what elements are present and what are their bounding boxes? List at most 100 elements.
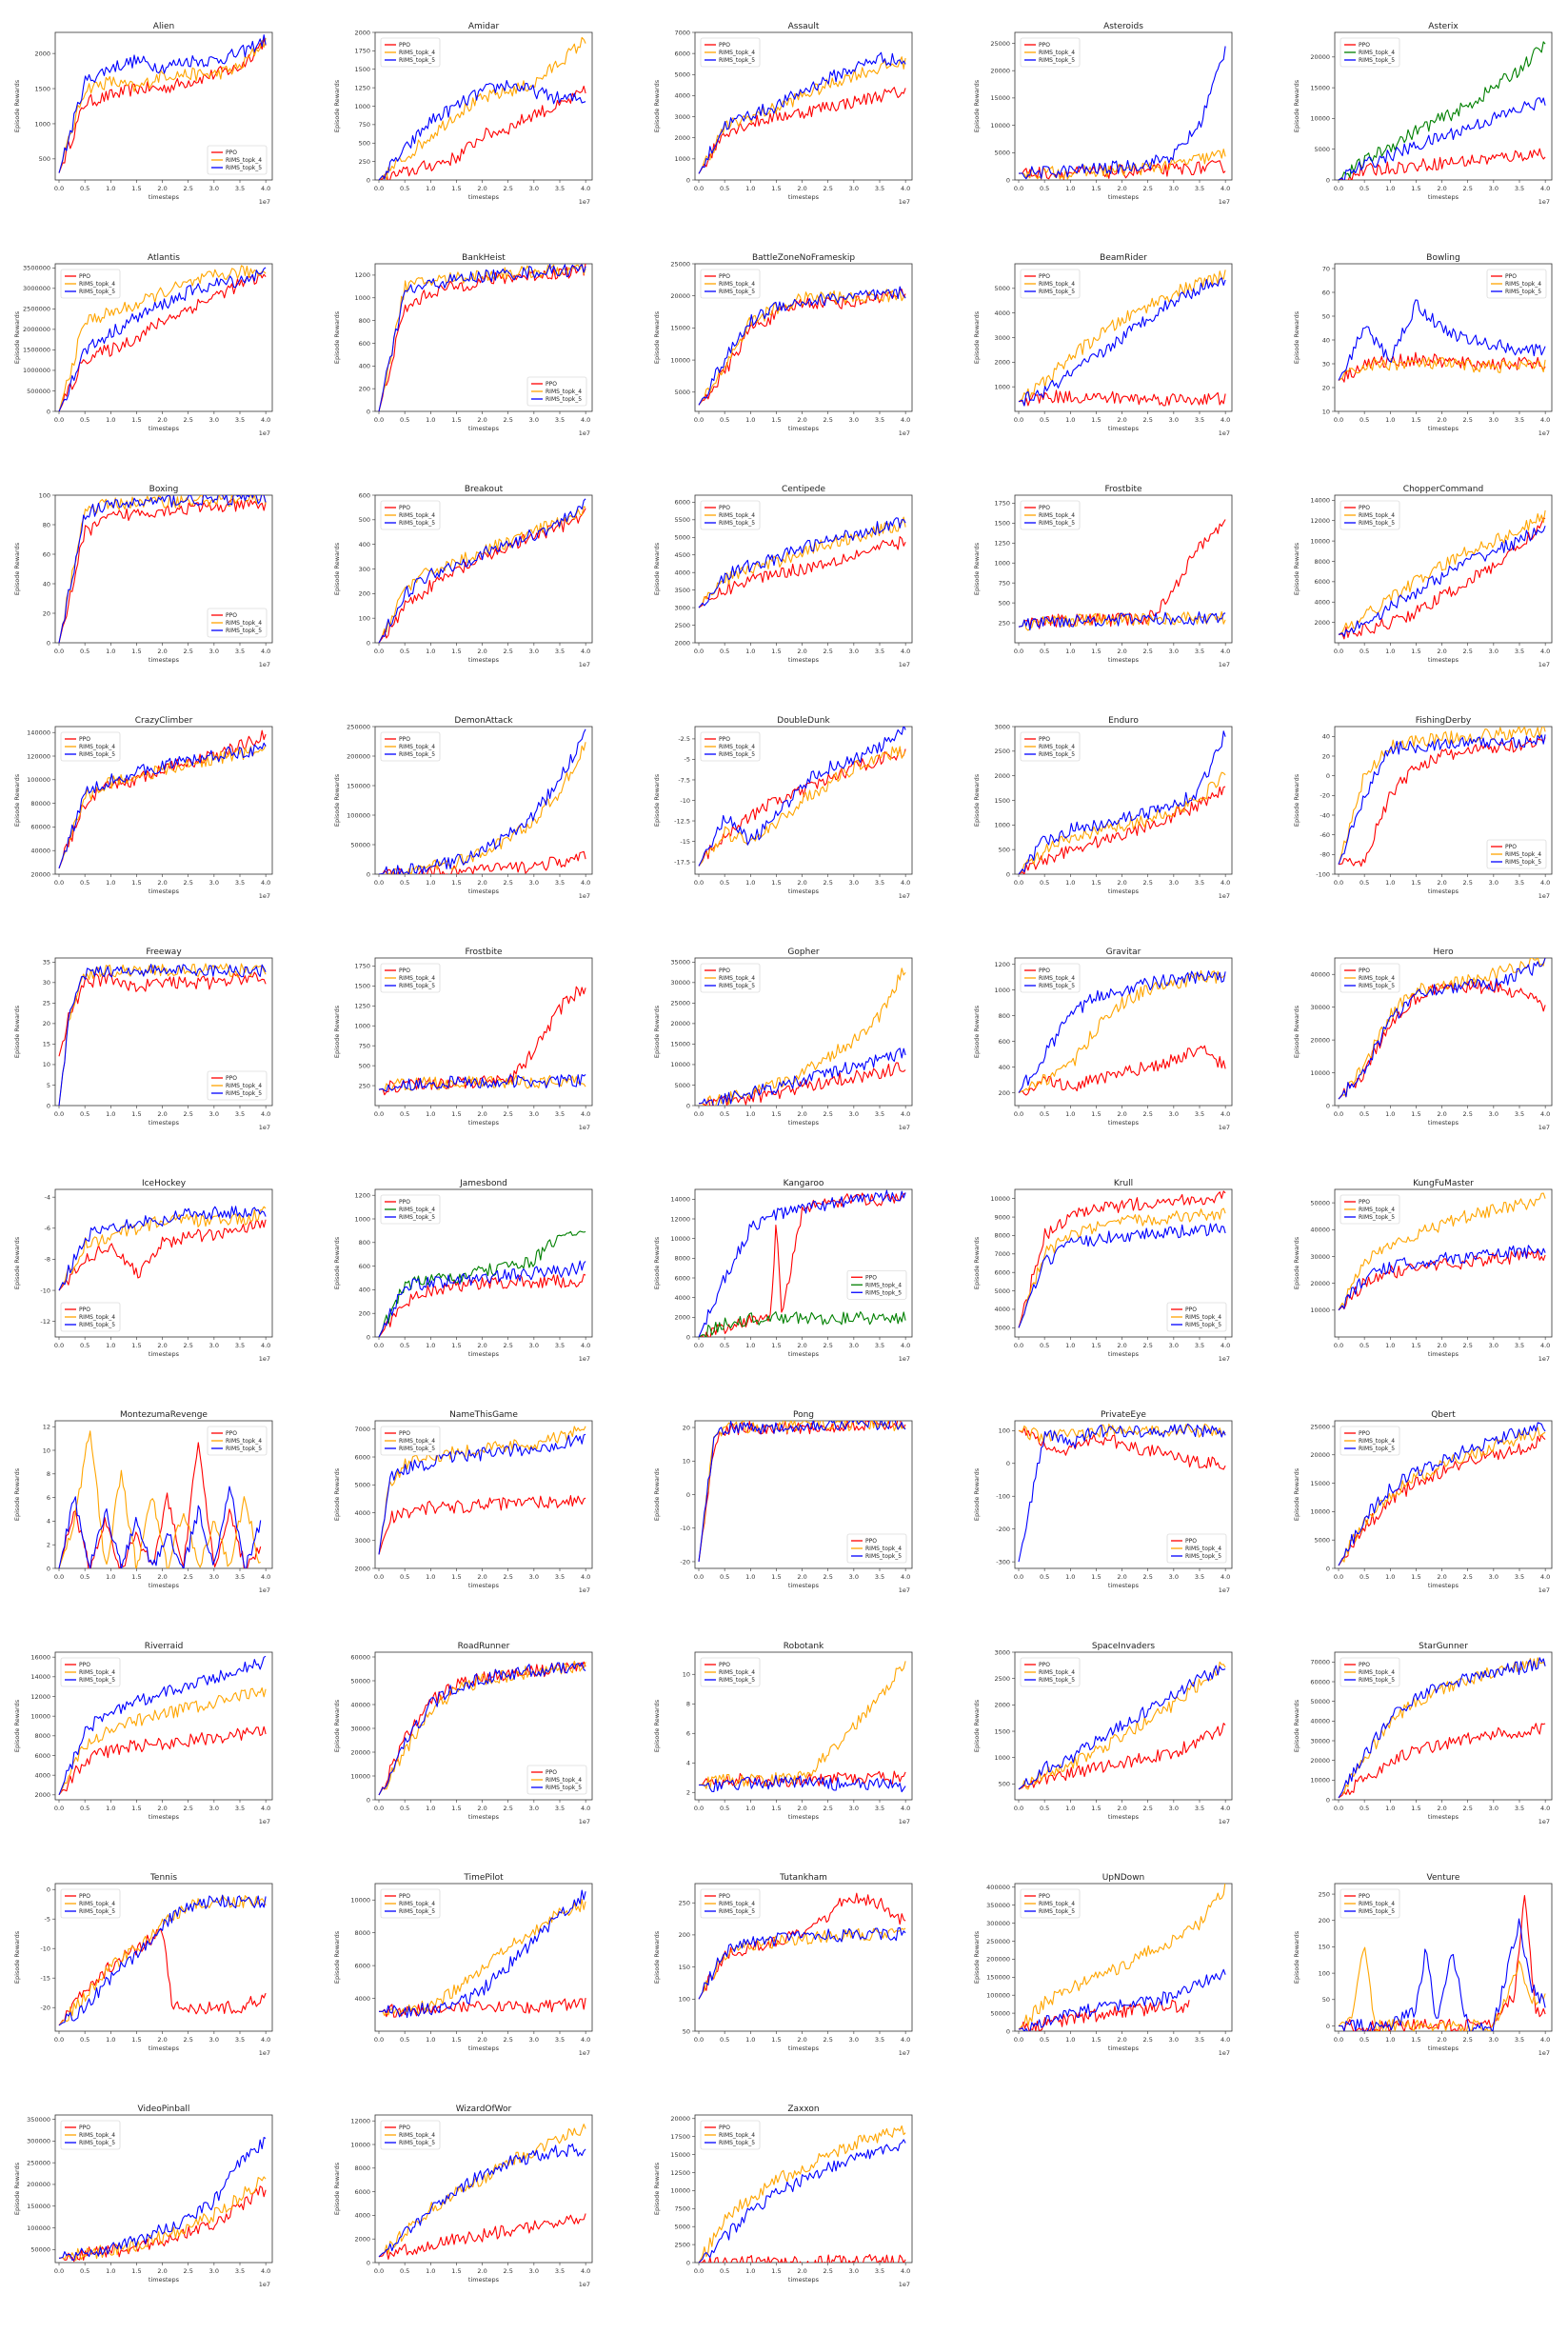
series-line-ppo: [1338, 737, 1546, 868]
y-axis-label: Episode Rewards: [653, 1236, 661, 1289]
x-tick-label: 4.0: [581, 1342, 590, 1349]
plot-frame: [1334, 957, 1553, 1107]
x-tick-label: 2.5: [824, 648, 833, 655]
chart-title: Amidar: [468, 22, 500, 31]
series-line-rims-topk-4: [378, 506, 586, 643]
x-tick-label: 1.5: [451, 879, 461, 887]
x-tick-label: 0.5: [1040, 1573, 1049, 1581]
x-tick-label: 2.0: [157, 416, 167, 424]
x-tick-label: 0.5: [80, 879, 89, 887]
plot-frame: [54, 494, 273, 644]
plot-frame: [1334, 1188, 1553, 1338]
x-scale-label: 1e7: [579, 892, 590, 900]
y-tick-label: 6: [686, 1730, 690, 1738]
x-tick-label: 2.5: [1463, 2036, 1473, 2044]
series-line-rims-topk-5: [698, 2139, 906, 2263]
x-tick-label: 1.0: [106, 416, 115, 424]
y-tick-label: 100000: [986, 1991, 1010, 1999]
y-tick-label: 60000: [350, 1653, 370, 1661]
x-scale-label: 1e7: [1219, 429, 1230, 437]
x-tick-label: 1.5: [1091, 1805, 1101, 1812]
legend-label: RIMS_topk_4: [1359, 50, 1395, 56]
y-axis-label: Episode Rewards: [973, 1005, 981, 1058]
x-tick-label: 1.0: [1065, 879, 1075, 887]
y-tick-label: 6000: [34, 1752, 50, 1760]
legend-label: PPO: [399, 42, 410, 49]
chart-videopinball: VideoPinball 0.0 0.5 1.0 1.5 2.0 2.5 3.0 3.5 4.0 t…: [13, 2105, 273, 2288]
x-tick-label: 3.0: [849, 1342, 859, 1349]
x-tick-label: 1.0: [745, 1110, 755, 1118]
y-tick-label: 0: [1006, 1460, 1010, 1467]
x-tick-label: 4.0: [901, 1573, 910, 1581]
x-tick-label: 2.5: [504, 1573, 513, 1581]
y-tick-label: 500000: [27, 388, 50, 395]
y-axis-label: Episode Rewards: [333, 2162, 341, 2215]
x-tick-label: 1.0: [745, 1342, 755, 1349]
legend-label: RIMS_topk_5: [865, 1289, 902, 1296]
y-tick-label: 25: [43, 1000, 50, 1007]
x-tick-label: 0.5: [1360, 1110, 1369, 1118]
x-axis-label: timesteps: [788, 425, 820, 432]
series-layer: [698, 51, 906, 174]
y-tick-label: 60: [1322, 289, 1330, 296]
chart-tennis: Tennis 0.0 0.5 1.0 1.5 2.0 2.5 3.0 3.5 4.0 timeste…: [13, 1873, 273, 2057]
x-tick-label: 0.5: [80, 1573, 89, 1581]
x-scale-label: 1e7: [1219, 661, 1230, 668]
x-tick-label: 3.0: [849, 1573, 859, 1581]
y-tick-label: 10: [43, 1061, 50, 1068]
x-tick-label: 3.5: [555, 2036, 565, 2044]
y-axis-label: Episode Rewards: [1293, 1236, 1300, 1289]
x-tick-label: 0.0: [54, 1342, 64, 1349]
x-tick-label: 3.0: [1169, 416, 1179, 424]
y-tick-label: 250: [359, 1082, 370, 1089]
series-line-rims-topk-5: [1338, 1657, 1546, 1799]
series-line-ppo: [1018, 1723, 1226, 1790]
x-scale-label: 1e7: [899, 1124, 910, 1131]
y-tick-label: 50000: [350, 841, 370, 848]
x-tick-label: 2.5: [824, 2267, 833, 2275]
x-tick-label: 1.0: [1385, 2036, 1395, 2044]
y-tick-label: 12: [43, 1424, 50, 1431]
y-tick-label: 100000: [27, 2224, 50, 2232]
series-layer: [1018, 1423, 1226, 1563]
x-tick-label: 1.5: [1411, 185, 1420, 192]
y-tick-label: 800: [999, 1012, 1010, 1020]
y-tick-label: 1250: [994, 540, 1010, 548]
y-tick-label: 60000: [30, 824, 50, 831]
plot-frame: [374, 1420, 593, 1569]
x-tick-label: 0.0: [374, 879, 384, 887]
y-tick-label: 200: [999, 1089, 1010, 1097]
x-tick-label: 0.0: [54, 2267, 64, 2275]
y-axis-label: Episode Rewards: [333, 1699, 341, 1752]
y-tick-label: 350000: [27, 2116, 50, 2124]
series-line-rims-topk-5: [379, 1889, 586, 2019]
series-line-ppo: [698, 748, 906, 867]
x-tick-label: 1.0: [1385, 185, 1395, 192]
x-tick-label: 0.5: [400, 879, 409, 887]
x-tick-label: 3.5: [1195, 185, 1204, 192]
series-line-rims-topk-5: [58, 495, 267, 643]
plot-frame: [374, 1883, 593, 2032]
x-tick-label: 1.5: [1091, 1342, 1101, 1349]
x-scale-label: 1e7: [1538, 1355, 1550, 1363]
y-tick-label: 50: [683, 2027, 690, 2035]
y-tick-label: 1000: [34, 120, 50, 128]
chart-title: IceHockey: [142, 1179, 187, 1188]
x-tick-label: 1.5: [771, 1342, 781, 1349]
y-tick-label: 4000: [674, 1294, 690, 1302]
x-tick-label: 3.0: [1489, 648, 1499, 655]
y-tick-label: 3500000: [23, 265, 50, 272]
y-tick-label: 20000: [1310, 1757, 1330, 1765]
y-tick-label: 40000: [1310, 1718, 1330, 1726]
x-tick-label: 2.5: [184, 1110, 193, 1118]
plot-frame: [54, 957, 273, 1107]
x-axis-label: timesteps: [1108, 1350, 1140, 1358]
series-layer: [58, 495, 267, 643]
y-tick-label: -6: [45, 1225, 50, 1232]
x-tick-label: 3.0: [849, 648, 859, 655]
series-line-rims-topk-5: [1018, 277, 1226, 407]
legend-label: PPO: [79, 736, 90, 743]
